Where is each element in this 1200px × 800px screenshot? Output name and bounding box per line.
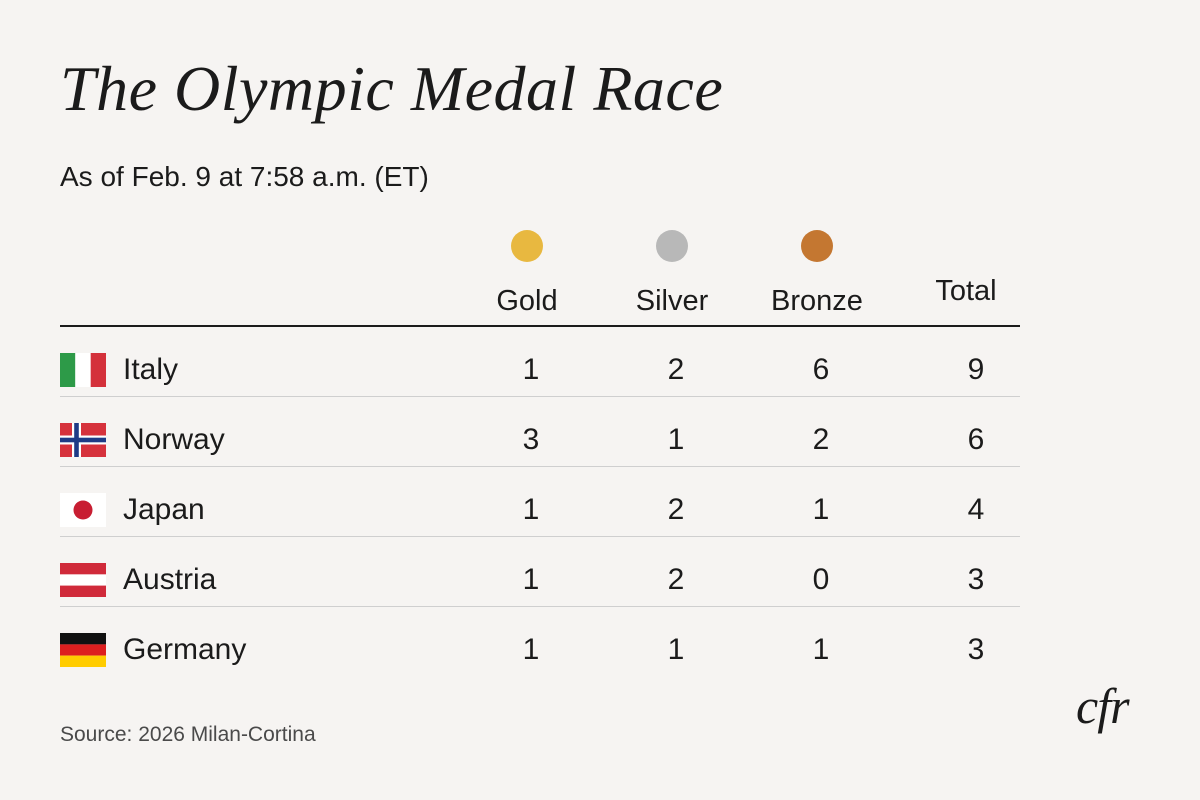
- total-count: 3: [967, 633, 985, 666]
- bronze-count: 1: [812, 493, 830, 526]
- total-count: 3: [967, 563, 985, 596]
- austria-flag-icon: [60, 563, 106, 597]
- silver-count: 1: [667, 633, 685, 666]
- silver-count: 2: [667, 493, 685, 526]
- column-label-silver: Silver: [635, 285, 709, 317]
- column-label-total: Total: [935, 275, 997, 307]
- italy-flag-icon: [60, 353, 106, 387]
- country-name: Germany: [123, 633, 247, 666]
- column-label-bronze: Bronze: [771, 285, 863, 317]
- total-count: 6: [967, 423, 985, 456]
- table-row: Japan 1 2 1 4: [60, 467, 1020, 537]
- column-header-gold: Gold: [447, 228, 607, 318]
- bronze-count: 1: [812, 633, 830, 666]
- gold-count: 1: [522, 493, 540, 526]
- silver-count: 2: [667, 563, 685, 596]
- country-name: Austria: [123, 563, 217, 596]
- country-name: Japan: [123, 493, 205, 526]
- country-name: Norway: [123, 423, 225, 456]
- japan-flag-icon: [60, 493, 106, 527]
- gold-count: 1: [522, 633, 540, 666]
- bronze-count: 0: [812, 563, 830, 596]
- table-row: Italy 1 2 6 9: [60, 327, 1020, 397]
- bronze-count: 2: [812, 423, 830, 456]
- country-name: Italy: [123, 353, 179, 386]
- page-title: The Olympic Medal Race: [60, 53, 724, 124]
- silver-count: 1: [667, 423, 685, 456]
- bronze-count: 6: [812, 353, 830, 386]
- gold-count: 1: [522, 563, 540, 596]
- silver-count: 2: [667, 353, 685, 386]
- column-label-gold: Gold: [496, 285, 558, 317]
- bronze-medal-icon: [801, 230, 833, 262]
- column-header-bronze: Bronze: [737, 228, 897, 318]
- column-header-silver: Silver: [592, 228, 752, 318]
- table-header: Gold Silver Bronze Total: [0, 228, 1200, 318]
- source-note: Source: 2026 Milan-Cortina: [60, 723, 316, 746]
- header-divider: [60, 325, 1020, 327]
- norway-flag-icon: [60, 423, 106, 457]
- gold-count: 1: [522, 353, 540, 386]
- table-row: Norway 3 1 2 6: [60, 397, 1020, 467]
- column-header-total: Total: [886, 274, 1046, 308]
- medal-table: Italy 1 2 6 9 Norway 3 1 2 6 Japan 1 2 1 4 Austria 1 2 0 3 G…: [60, 327, 1020, 676]
- total-count: 4: [967, 493, 985, 526]
- table-row: Germany 1 1 1 3: [60, 607, 1020, 676]
- gold-count: 3: [522, 423, 540, 456]
- page-subtitle: As of Feb. 9 at 7:58 a.m. (ET): [60, 161, 429, 192]
- germany-flag-icon: [60, 633, 106, 667]
- table-row: Austria 1 2 0 3: [60, 537, 1020, 607]
- total-count: 9: [967, 353, 985, 386]
- cfr-logo: cfr: [1076, 678, 1130, 734]
- silver-medal-icon: [656, 230, 688, 262]
- gold-medal-icon: [511, 230, 543, 262]
